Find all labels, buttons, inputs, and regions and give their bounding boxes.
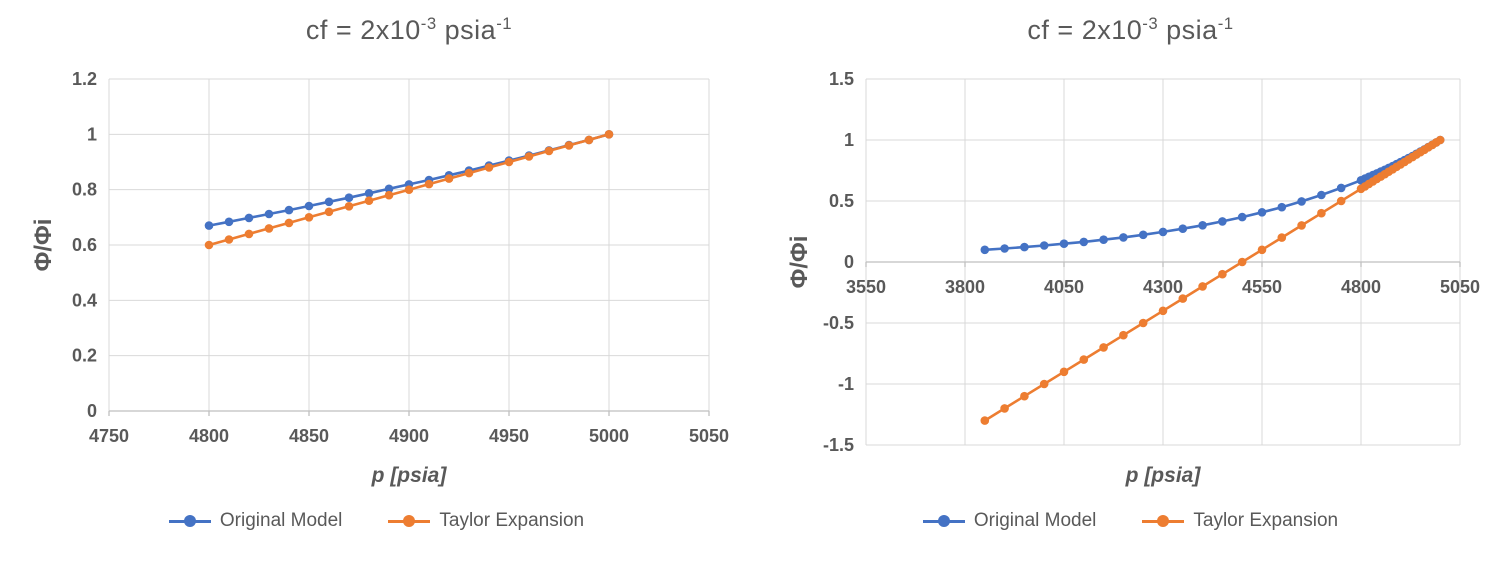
legend-item-taylor-expansion: Taylor Expansion	[1142, 510, 1338, 532]
svg-text:0.2: 0.2	[72, 346, 97, 366]
legend-marker-taylor-expansion	[1142, 515, 1185, 527]
chart-right: cf = 2x10-3 psia-1 3550 3800 4050 4300 4550 4…	[754, 0, 1507, 562]
title-text: cf = 2x10	[1027, 15, 1143, 45]
legend-item-original-model: Original Model	[922, 510, 1097, 532]
title-superscript: -1	[1217, 14, 1234, 33]
legend-item-original-model: Original Model	[168, 510, 343, 532]
svg-text:0.6: 0.6	[72, 235, 97, 255]
y-axis-title: Φ/Φi	[30, 218, 57, 272]
plot-area: 4750 4800 4850 4900 4950 5000 5050 0 0.2 0.4 0.6 0.…	[0, 0, 753, 470]
svg-text:4750: 4750	[89, 426, 129, 446]
svg-text:4850: 4850	[289, 426, 329, 446]
svg-text:4900: 4900	[389, 426, 429, 446]
series-taylor-expansion	[204, 130, 614, 250]
chart-canvas: 3550 3800 4050 4300 4550 4800 5050 -1.5 -1 -0.5 0 0…	[823, 69, 1480, 455]
legend-label: Taylor Expansion	[1193, 510, 1339, 531]
svg-text:5050: 5050	[689, 426, 729, 446]
svg-text:4300: 4300	[1143, 277, 1183, 297]
title-text: cf = 2x10	[305, 15, 421, 45]
svg-text:0: 0	[844, 252, 854, 272]
svg-text:0.4: 0.4	[72, 290, 97, 310]
legend-label: Taylor Expansion	[439, 510, 585, 531]
svg-text:4050: 4050	[1044, 277, 1084, 297]
legend-item-taylor-expansion: Taylor Expansion	[388, 510, 584, 532]
svg-text:-0.5: -0.5	[823, 313, 854, 333]
svg-text:4950: 4950	[489, 426, 529, 446]
legend-marker-taylor-expansion	[388, 515, 431, 527]
plot-area: 3550 3800 4050 4300 4550 4800 5050 -1.5 -1 -0.5 0 0…	[754, 0, 1507, 470]
svg-text:0.8: 0.8	[72, 180, 97, 200]
svg-text:1: 1	[844, 130, 854, 150]
svg-text:4800: 4800	[1341, 277, 1381, 297]
legend-marker-original-model	[922, 515, 965, 527]
chart-left: cf = 2x10-3 psia-1 4750 4800 4850 4900 4950 5…	[0, 0, 753, 562]
chart-title: cf = 2x10-3 psia-1	[754, 14, 1507, 46]
chart-canvas: 4750 4800 4850 4900 4950 5000 5050 0 0.2 0.4 0.6 0.…	[72, 69, 729, 446]
svg-text:0.5: 0.5	[829, 191, 854, 211]
svg-text:3550: 3550	[846, 277, 886, 297]
svg-text:4800: 4800	[189, 426, 229, 446]
legend-marker-original-model	[168, 515, 211, 527]
svg-text:1.2: 1.2	[72, 69, 97, 89]
series-original-model	[980, 135, 1445, 255]
x-axis-title: p [psia]	[371, 464, 447, 487]
svg-text:-1: -1	[838, 374, 854, 394]
y-axis-title: Φ/Φi	[786, 235, 813, 289]
svg-text:1.5: 1.5	[829, 69, 854, 89]
svg-text:1: 1	[87, 124, 97, 144]
svg-text:3800: 3800	[945, 277, 985, 297]
x-axis-title: p [psia]	[1125, 464, 1201, 487]
series-taylor-expansion	[980, 135, 1445, 425]
legend-label: Original Model	[973, 510, 1097, 531]
svg-text:5000: 5000	[589, 426, 629, 446]
title-superscript: -3	[420, 14, 437, 33]
title-text: psia	[436, 15, 497, 45]
svg-text:-1.5: -1.5	[823, 435, 854, 455]
svg-text:5050: 5050	[1440, 277, 1480, 297]
svg-text:0: 0	[87, 401, 97, 421]
legend-label: Original Model	[219, 510, 343, 531]
title-text: psia	[1158, 15, 1218, 45]
svg-text:4550: 4550	[1242, 277, 1282, 297]
title-superscript: -1	[496, 14, 513, 33]
chart-title: cf = 2x10-3 psia-1	[109, 14, 709, 46]
legend: Original Model Taylor Expansion	[0, 510, 753, 532]
legend: Original Model Taylor Expansion	[754, 510, 1507, 532]
title-superscript: -3	[1142, 14, 1159, 33]
